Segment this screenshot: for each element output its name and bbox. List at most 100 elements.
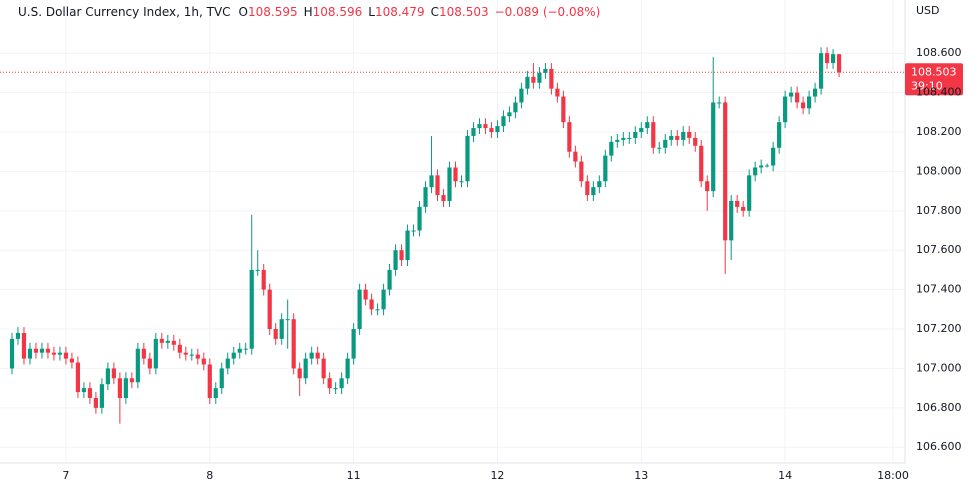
o-value: 108.595 (248, 5, 298, 19)
candle-body (27, 348, 33, 359)
y-tick-label: 108.000 (916, 164, 962, 177)
x-tick-label: 18:00 (877, 469, 909, 482)
candle-body (273, 329, 278, 339)
candle-body (75, 362, 81, 393)
candle-body (111, 368, 116, 379)
candle-body (33, 348, 39, 353)
y-tick-label: 106.800 (916, 401, 962, 414)
candle-body (249, 269, 254, 349)
c-letter: C (431, 5, 439, 19)
candle-body (399, 250, 404, 261)
candle-body (285, 319, 290, 321)
candle-body (267, 289, 272, 330)
candle-body (309, 352, 314, 359)
candle-body (801, 102, 806, 109)
last-price-box (905, 63, 963, 96)
candle-body (789, 92, 794, 97)
candle-body (633, 132, 638, 138)
y-tick-label: 107.600 (916, 243, 962, 256)
candle-body (824, 53, 830, 64)
candle-body (9, 338, 15, 369)
candle-body (369, 299, 374, 310)
candle-body (315, 352, 320, 359)
candle-body (603, 155, 608, 182)
candle-body (405, 230, 410, 261)
candle-body (639, 128, 644, 133)
candle-body (818, 53, 824, 89)
legend-header: U.S. Dollar Currency Index, 1h, TVC O108.… (18, 5, 600, 19)
candle-body (441, 195, 446, 201)
candle-body (723, 102, 728, 241)
candle-body (765, 165, 770, 167)
candle-body (501, 116, 506, 127)
candle-body (705, 181, 710, 192)
candle-body (219, 368, 224, 389)
candle-body (495, 126, 500, 133)
candle-body (836, 54, 842, 73)
candle-body (39, 348, 45, 353)
candle-body (573, 151, 578, 162)
candle-body (585, 181, 590, 196)
candle-body (531, 76, 536, 83)
candle-body (153, 338, 158, 369)
candle-body (675, 135, 680, 140)
candle-body (699, 145, 704, 182)
candle-body (291, 319, 296, 369)
candle-body (489, 128, 494, 133)
candle-body (159, 338, 164, 343)
candle-body (189, 354, 194, 356)
candle-body (465, 135, 470, 182)
candle-body (429, 175, 434, 188)
candle-body (759, 165, 764, 168)
candle-body (63, 352, 69, 359)
candle-body (561, 96, 566, 123)
candle-body (411, 230, 416, 232)
candle-body (105, 368, 110, 385)
candle-body (807, 96, 812, 109)
o-letter: O (239, 5, 248, 19)
candle-body (327, 378, 332, 389)
candle-body (753, 167, 758, 176)
l-letter: L (368, 5, 375, 19)
candle-body (597, 181, 602, 188)
candle-body (609, 141, 614, 156)
candle-body (555, 88, 560, 97)
candle-body (717, 102, 722, 104)
candle-body (339, 378, 344, 389)
candle-body (549, 68, 554, 89)
candle-body (303, 358, 308, 379)
candle-body (129, 378, 134, 383)
candle-body (99, 384, 104, 408)
candle-body (591, 187, 596, 196)
candle-body (393, 250, 398, 270)
l-value: 108.479 (375, 5, 425, 19)
candle-body (57, 352, 63, 355)
change: −0.089 (−0.08%) (495, 5, 601, 19)
c-value: 108.503 (439, 5, 489, 19)
candle-body (615, 139, 620, 142)
candle-body (669, 135, 674, 140)
currency-label: USD (916, 4, 940, 17)
candle-body (747, 175, 752, 211)
candle-body (225, 358, 230, 369)
candle-body (165, 340, 170, 343)
y-tick-label: 107.200 (916, 322, 962, 335)
candle-body (483, 124, 488, 129)
candle-body (795, 92, 800, 103)
candle-body (147, 358, 152, 369)
candle-body (387, 269, 392, 290)
candle-body (279, 319, 284, 339)
candle-body (123, 378, 128, 398)
candle-body (141, 348, 146, 359)
candle-body (261, 269, 266, 290)
candle-body (537, 72, 542, 83)
candle-body (729, 200, 734, 241)
candle-body (513, 102, 518, 113)
x-tick-label: 14 (778, 469, 792, 482)
candle-body (21, 332, 27, 359)
candle-body (231, 352, 236, 359)
candle-body (651, 122, 656, 148)
